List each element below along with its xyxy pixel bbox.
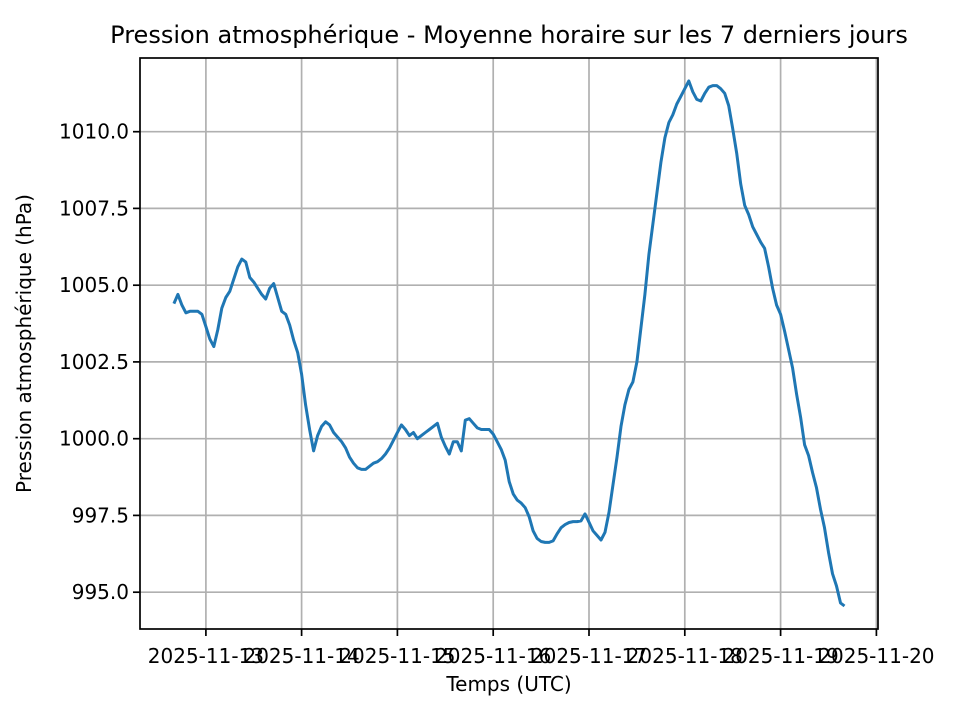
x-tick-label: 2025-11-14 (243, 644, 359, 668)
x-tick-label: 2025-11-16 (435, 644, 551, 668)
pressure-line (172, 79, 846, 608)
x-tick-label: 2025-11-17 (531, 644, 647, 668)
x-tick-label: 2025-11-18 (627, 644, 743, 668)
y-tick-label: 1007.5 (59, 196, 129, 220)
y-axis-label: Pression atmosphérique (hPa) (12, 194, 36, 493)
chart-title: Pression atmosphérique - Moyenne horaire… (110, 21, 908, 49)
y-tick-label: 1005.0 (59, 273, 129, 297)
x-tick-label: 2025-11-19 (722, 644, 838, 668)
x-tick-label: 2025-11-20 (818, 644, 934, 668)
plot-border (139, 57, 879, 630)
gridlines (140, 58, 878, 629)
x-tick-label: 2025-11-15 (339, 644, 455, 668)
x-axis-label: Temps (UTC) (445, 672, 571, 696)
x-tick-label: 2025-11-13 (148, 644, 264, 668)
y-tick-label: 1000.0 (59, 427, 129, 451)
y-tick-label: 997.5 (72, 503, 129, 527)
tick-marks (133, 130, 878, 636)
y-tick-label: 995.0 (72, 580, 129, 604)
tick-labels: 2025-11-132025-11-142025-11-152025-11-16… (59, 120, 935, 668)
y-tick-label: 1010.0 (59, 120, 129, 144)
y-tick-label: 1002.5 (59, 350, 129, 374)
